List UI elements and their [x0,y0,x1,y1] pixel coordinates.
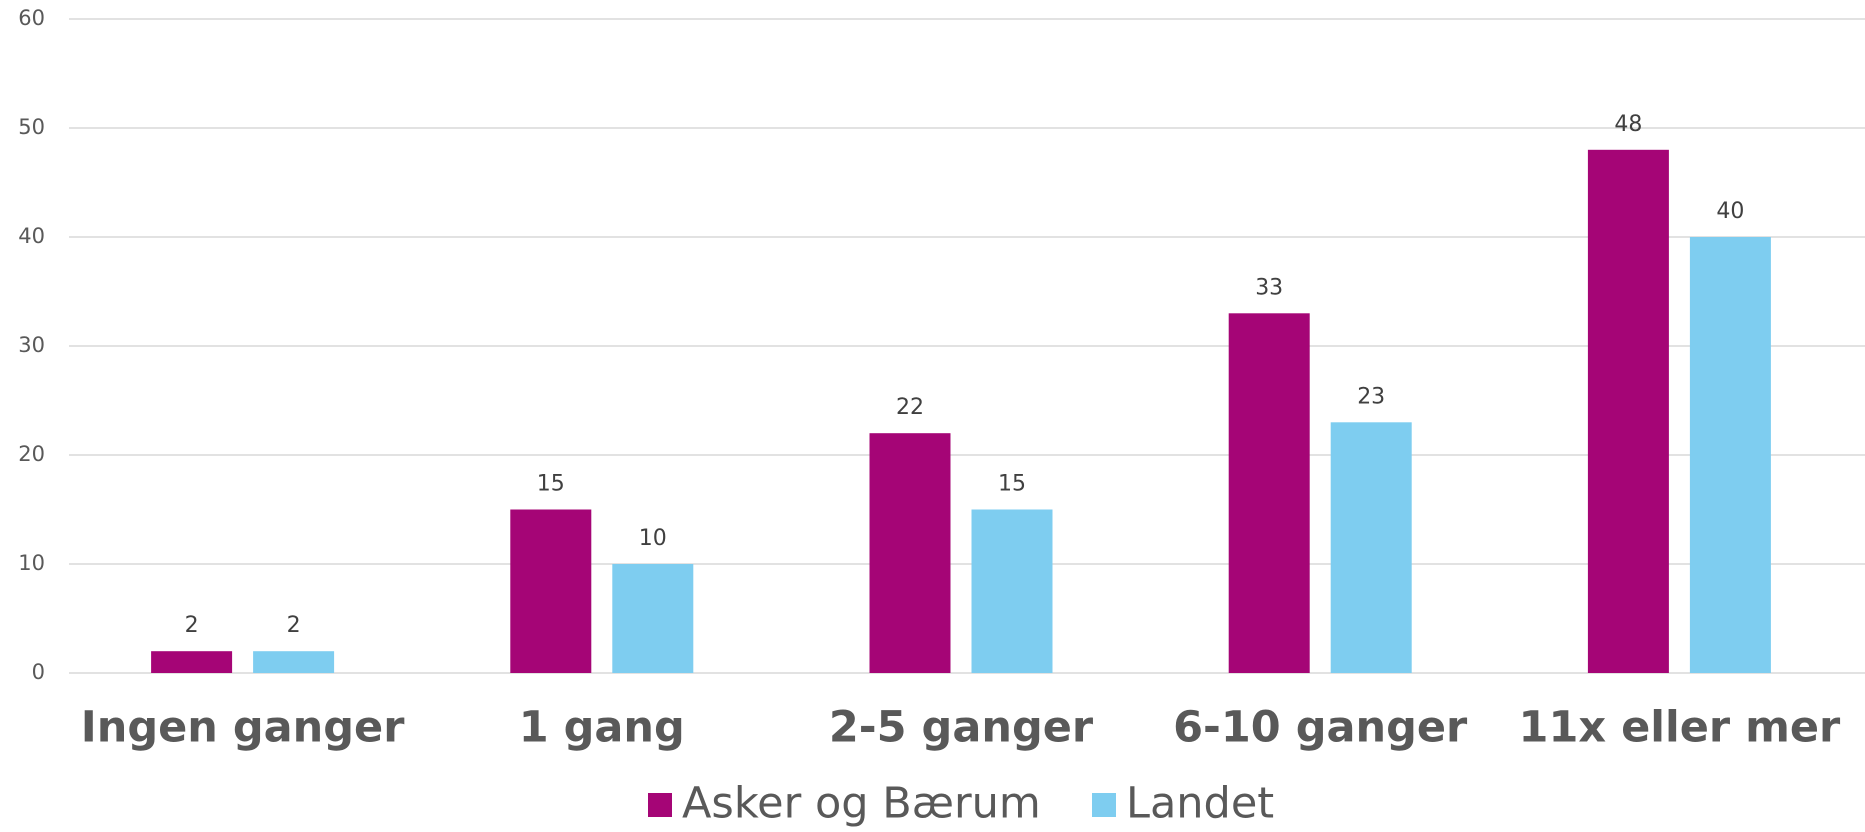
x-tick-label: 11x eller mer [1519,703,1841,753]
bar [510,509,592,673]
x-tick-label: 2-5 ganger [829,703,1094,753]
x-tick-label: Ingen ganger [81,703,405,753]
data-label: 40 [1716,199,1744,224]
data-label: 10 [639,526,667,551]
y-tick-label: 20 [18,442,45,466]
data-label: 15 [537,472,565,497]
bar [1228,313,1310,673]
legend-label: Landet [1126,779,1274,829]
legend-label: Asker og Bærum [682,779,1041,829]
legend-swatch [648,793,672,817]
y-tick-label: 0 [32,660,45,684]
bar [612,564,694,673]
bar [971,509,1053,673]
bar [1689,237,1771,673]
data-label: 48 [1614,112,1642,137]
y-tick-label: 60 [18,6,45,30]
bar [869,433,951,673]
data-label: 15 [998,472,1026,497]
x-tick-label: 6-10 ganger [1173,703,1468,753]
y-tick-label: 10 [18,551,45,575]
bar [151,651,233,673]
data-label: 22 [896,395,924,420]
data-label: 23 [1357,384,1385,409]
x-tick-label: 1 gang [519,703,685,753]
data-label: 33 [1255,275,1283,300]
y-tick-label: 30 [18,333,45,357]
y-tick-label: 40 [18,224,45,248]
data-label: 2 [185,613,199,638]
y-tick-label: 50 [18,115,45,139]
bar [253,651,335,673]
bar [1330,422,1412,673]
bar [1587,149,1669,674]
data-label: 2 [287,613,301,638]
legend-swatch [1092,793,1116,817]
